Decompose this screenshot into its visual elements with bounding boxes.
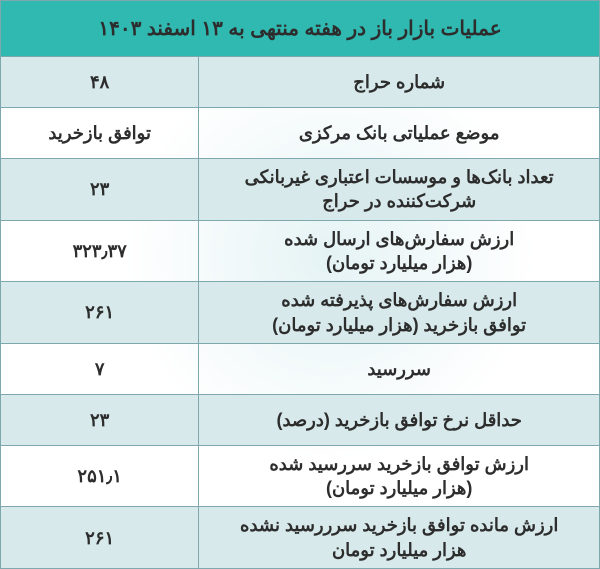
row-value: ۲۵۱٫۱ <box>1 446 198 507</box>
row-label: حداقل نرخ توافق بازخرید (درصد) <box>198 395 599 445</box>
row-label: شماره حراج <box>198 57 599 107</box>
table-title: عملیات بازار باز در هفته منتهی به ۱۳ اسف… <box>1 1 599 57</box>
row-label: تعداد بانک‌ها و موسسات اعتباری غیربانکی … <box>198 159 599 220</box>
row-label: ارزش توافق بازخرید سررسید شده(هزار میلیا… <box>198 446 599 507</box>
row-label: ارزش مانده توافق بازخرید سرررسید نشدههزا… <box>198 507 599 568</box>
row-value: ۷ <box>1 344 198 394</box>
row-value: ۲۳ <box>1 159 198 220</box>
row-label: ارزش سفارش‌های پذیرفته شدهتوافق بازخرید … <box>198 282 599 343</box>
table-row: شماره حراج ۴۸ <box>1 57 599 108</box>
row-label: ارزش سفارش‌های ارسال شده(هزار میلیارد تو… <box>198 221 599 282</box>
table-row: ارزش سفارش‌های ارسال شده(هزار میلیارد تو… <box>1 221 599 283</box>
row-value: توافق بازخرید <box>1 108 198 158</box>
row-value: ۲۳ <box>1 395 198 445</box>
table-row: حداقل نرخ توافق بازخرید (درصد) ۲۳ <box>1 395 599 446</box>
row-value: ۳۲۳٫۳۷ <box>1 221 198 282</box>
table-row: ارزش توافق بازخرید سررسید شده(هزار میلیا… <box>1 446 599 508</box>
row-label: موضع عملیاتی بانک مرکزی <box>198 108 599 158</box>
row-value: ۲۶۱ <box>1 507 198 568</box>
table-row: سررسید ۷ <box>1 344 599 395</box>
omo-table: عملیات بازار باز در هفته منتهی به ۱۳ اسف… <box>0 0 600 569</box>
table-row: تعداد بانک‌ها و موسسات اعتباری غیربانکی … <box>1 159 599 221</box>
row-label: سررسید <box>198 344 599 394</box>
table-row: ارزش مانده توافق بازخرید سرررسید نشدههزا… <box>1 507 599 568</box>
table-row: ارزش سفارش‌های پذیرفته شدهتوافق بازخرید … <box>1 282 599 344</box>
row-value: ۲۶۱ <box>1 282 198 343</box>
row-value: ۴۸ <box>1 57 198 107</box>
table-row: موضع عملیاتی بانک مرکزی توافق بازخرید <box>1 108 599 159</box>
